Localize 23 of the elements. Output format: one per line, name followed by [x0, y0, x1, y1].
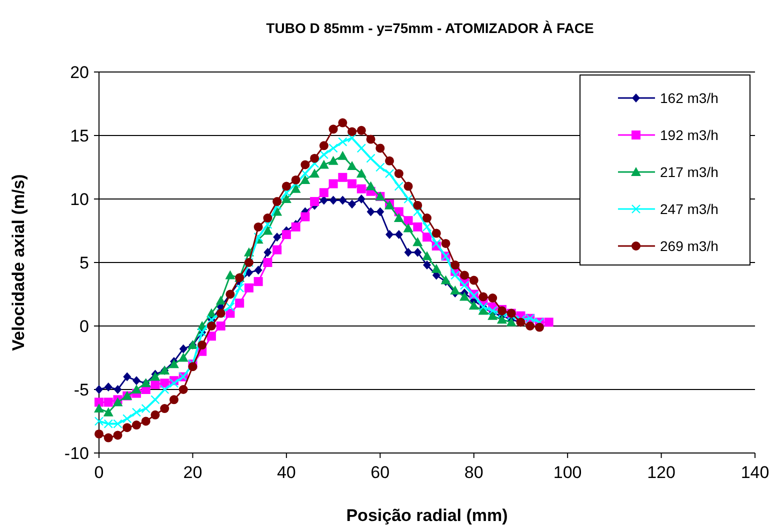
legend-label: 269 m3/h [660, 238, 718, 254]
y-axis-title: Velocidade axial (m/s) [9, 174, 28, 351]
legend-label: 247 m3/h [660, 201, 718, 217]
y-tick-label: 20 [70, 63, 89, 82]
legend-label: 162 m3/h [660, 90, 718, 106]
x-tick-label: 60 [370, 463, 390, 482]
x-tick-label: 80 [464, 463, 484, 482]
x-tick-label: 140 [740, 463, 770, 482]
x-axis-title: Posição radial (mm) [346, 506, 508, 525]
legend-label: 217 m3/h [660, 164, 718, 180]
y-tick-label: 5 [80, 254, 89, 272]
x-tick-label: 0 [94, 463, 104, 482]
x-tick-label: 120 [647, 463, 676, 482]
y-tick-label: -10 [64, 444, 89, 463]
x-tick-label: 100 [553, 463, 582, 482]
x-tick-label: 20 [183, 463, 202, 482]
y-tick-label: -5 [74, 380, 89, 400]
y-tick-label: 10 [70, 190, 89, 209]
y-tick-label: 0 [80, 317, 89, 336]
y-tick-label: 15 [70, 126, 89, 146]
chart-title: TUBO D 85mm - y=75mm - ATOMIZADOR À FACE [266, 20, 594, 36]
x-tick-label: 40 [276, 463, 296, 482]
legend-label: 192 m3/h [660, 127, 718, 143]
